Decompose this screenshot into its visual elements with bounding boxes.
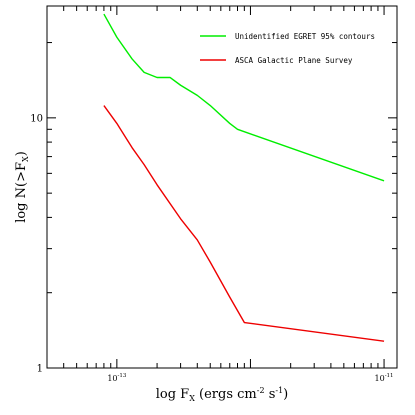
series-line-1 [103, 13, 385, 182]
y-tick-label: 1 [37, 364, 43, 375]
y-axis-label: log N(>FX) [14, 151, 30, 223]
x-axis-label: log FX (ergs cm-2 s-1) [156, 386, 289, 403]
legend: Unidentified EGRET 95% contours ASCA Gala… [200, 32, 375, 65]
legend-label-1: Unidentified EGRET 95% contours [235, 32, 375, 41]
x-tick-label: 10-13 [107, 373, 127, 383]
plot-frame [46, 5, 398, 369]
x-tick-label: 10-11 [375, 373, 394, 383]
legend-label-2: ASCA Galactic Plane Survey [235, 56, 353, 65]
y-tick-label: 10 [30, 113, 43, 124]
series-layer [103, 13, 385, 342]
series-line-2 [103, 105, 385, 342]
axis-ticks: 10-13 10-11 1 10 [30, 6, 397, 383]
